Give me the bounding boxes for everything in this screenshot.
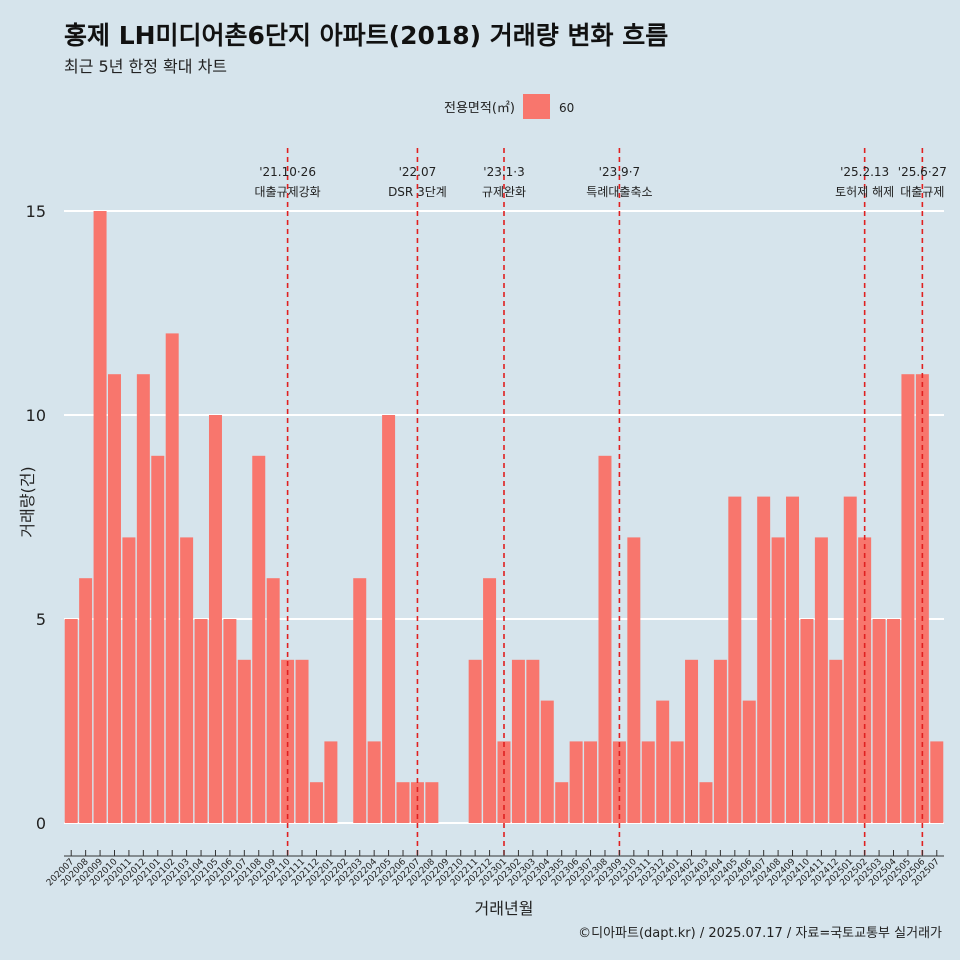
bar	[511, 659, 525, 823]
y-axis: 0 5 10 15	[26, 202, 46, 833]
annotation-label: 토허제 해제	[835, 185, 894, 199]
y-tick-label: 5	[36, 610, 46, 629]
bar	[425, 782, 439, 823]
source-caption: ©디아파트(dapt.kr) / 2025.07.17 / 자료=국토교통부 실…	[578, 926, 942, 941]
bar	[79, 578, 93, 823]
bar	[685, 659, 699, 823]
bar	[237, 659, 251, 823]
bar	[266, 578, 280, 823]
bar	[713, 659, 727, 823]
bar	[122, 537, 136, 823]
chart-subtitle: 최근 5년 한정 확대 차트	[64, 57, 228, 76]
bar	[872, 619, 886, 823]
bar	[930, 741, 944, 823]
bar	[843, 496, 857, 823]
bar	[223, 619, 237, 823]
bar	[194, 619, 208, 823]
bar	[252, 455, 266, 823]
bar	[468, 659, 482, 823]
bar	[93, 211, 107, 823]
bar	[757, 496, 771, 823]
bar	[786, 496, 800, 823]
bar	[901, 374, 915, 823]
annotation-date: '21.10·26	[259, 165, 316, 179]
bar	[584, 741, 598, 823]
bar	[728, 496, 742, 823]
bar	[540, 700, 554, 823]
bar	[165, 333, 179, 823]
bar	[208, 415, 222, 823]
annotation-date: '23.1·3	[483, 165, 524, 179]
bar	[353, 578, 367, 823]
bar	[483, 578, 497, 823]
y-axis-label: 거래량(건)	[18, 466, 37, 537]
annotation-date: '25.2.13	[840, 165, 889, 179]
bar	[569, 741, 583, 823]
bar	[814, 537, 828, 823]
bar	[800, 619, 814, 823]
legend-entry-label: 60	[559, 101, 574, 115]
x-axis: 2020072020082020092020102020112020122021…	[45, 850, 944, 888]
x-axis-label: 거래년월	[475, 899, 534, 918]
annotation-label: 규제완화	[482, 185, 526, 199]
y-tick-label: 15	[26, 202, 46, 221]
bar	[627, 537, 641, 823]
legend: 전용면적(㎡) 60	[444, 94, 574, 119]
bar	[295, 659, 309, 823]
bar	[656, 700, 670, 823]
bar	[367, 741, 381, 823]
y-tick-label: 10	[26, 406, 46, 425]
y-tick-label: 0	[36, 814, 46, 833]
bar	[771, 537, 785, 823]
bar	[526, 659, 540, 823]
annotation-label: 대출규제강화	[254, 185, 320, 199]
bar	[598, 455, 612, 823]
bar	[670, 741, 684, 823]
bar	[136, 374, 150, 823]
chart-title: 홍제 LH미디어촌6단지 아파트(2018) 거래량 변화 흐름	[64, 21, 669, 50]
bar	[641, 741, 655, 823]
bar	[829, 659, 843, 823]
annotation-lines: '21.10·26 대출규제강화 '22.07 DSR 3단계 '23.1·3 규제완화 '…	[254, 148, 947, 856]
bar	[699, 782, 713, 823]
legend-title: 전용면적(㎡)	[444, 101, 515, 116]
annotation-label: 특례대출축소	[586, 185, 652, 199]
bar	[887, 619, 900, 823]
bar	[281, 659, 295, 823]
annotation-date: '25.6·27	[898, 165, 947, 179]
legend-swatch	[523, 94, 550, 119]
annotation-date: '22.07	[399, 165, 437, 179]
bar	[180, 537, 194, 823]
bar	[151, 455, 165, 823]
bar	[108, 374, 121, 823]
bar	[410, 782, 424, 823]
bar	[382, 415, 396, 823]
annotation-date: '23.9·7	[599, 165, 640, 179]
bar	[64, 619, 78, 823]
annotation-label: DSR 3단계	[388, 185, 447, 199]
bar	[742, 700, 756, 823]
bars	[64, 211, 944, 823]
bar	[396, 782, 410, 823]
bar	[555, 782, 569, 823]
annotation-label: 대출규제	[900, 185, 944, 199]
bar	[309, 782, 323, 823]
bar	[324, 741, 338, 823]
